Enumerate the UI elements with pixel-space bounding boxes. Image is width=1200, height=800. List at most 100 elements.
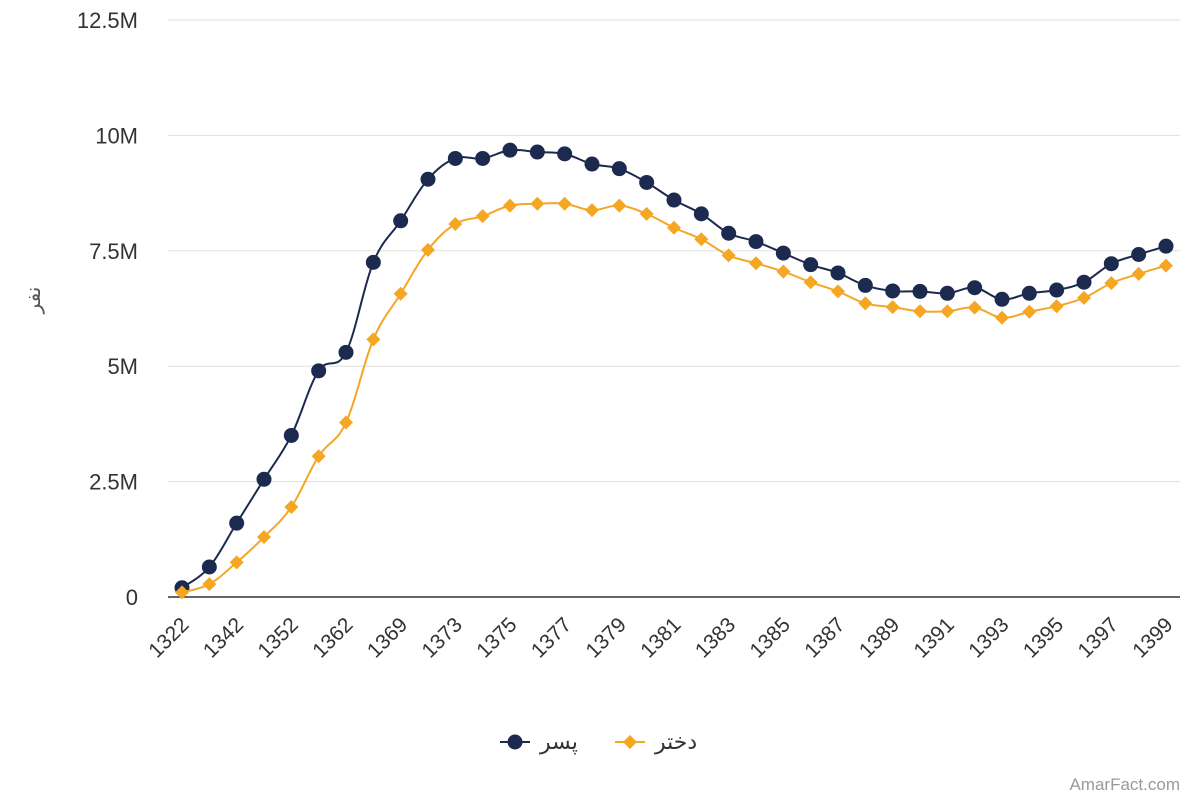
data-point[interactable] xyxy=(858,296,873,311)
x-tick-label: 1393 xyxy=(964,613,1013,662)
data-point[interactable] xyxy=(1022,304,1037,319)
data-point[interactable] xyxy=(283,427,299,443)
data-point[interactable] xyxy=(912,283,928,299)
data-point[interactable] xyxy=(175,585,189,600)
data-point[interactable] xyxy=(913,304,927,319)
series-line xyxy=(181,202,1167,594)
data-point[interactable] xyxy=(202,577,217,592)
data-point[interactable] xyxy=(1158,238,1174,254)
data-point[interactable] xyxy=(584,156,600,172)
y-tick-label: 5M xyxy=(107,354,138,379)
data-point[interactable] xyxy=(256,471,272,487)
x-tick-label: 1395 xyxy=(1019,613,1068,662)
data-point[interactable] xyxy=(393,286,408,301)
data-point[interactable] xyxy=(1103,256,1119,272)
data-point[interactable] xyxy=(1076,274,1092,290)
data-point[interactable] xyxy=(311,449,326,464)
data-point[interactable] xyxy=(1131,246,1147,262)
x-tick-label: 1362 xyxy=(308,613,357,662)
data-point[interactable] xyxy=(529,144,545,160)
data-point[interactable] xyxy=(1049,282,1065,298)
data-point[interactable] xyxy=(448,217,463,232)
data-point[interactable] xyxy=(830,265,846,281)
data-point[interactable] xyxy=(612,198,627,213)
legend-label: دختر xyxy=(654,730,697,755)
legend: پسر دختر xyxy=(500,730,697,755)
data-point[interactable] xyxy=(885,300,900,315)
data-point[interactable] xyxy=(257,529,271,544)
legend-label: پسر xyxy=(539,730,578,755)
data-point[interactable] xyxy=(201,559,217,575)
data-point[interactable] xyxy=(420,171,436,187)
legend-marker xyxy=(623,735,637,749)
x-tick-label: 1379 xyxy=(582,613,631,662)
data-point[interactable] xyxy=(667,220,681,235)
data-point[interactable] xyxy=(775,245,791,261)
legend-item[interactable]: دختر xyxy=(615,730,697,755)
data-point[interactable] xyxy=(857,277,873,293)
data-point[interactable] xyxy=(503,198,517,213)
credit-text: AmarFact.com xyxy=(1069,775,1180,794)
data-point[interactable] xyxy=(831,284,845,299)
data-point[interactable] xyxy=(339,415,353,430)
legend-item[interactable]: پسر xyxy=(500,730,578,755)
data-point[interactable] xyxy=(776,264,791,279)
x-tick-label: 1377 xyxy=(527,613,576,662)
data-point[interactable] xyxy=(475,150,491,166)
data-point[interactable] xyxy=(940,304,955,319)
x-tick-label: 1399 xyxy=(1128,613,1177,662)
data-point[interactable] xyxy=(694,232,709,247)
data-point[interactable] xyxy=(721,248,736,263)
data-point[interactable] xyxy=(1131,266,1146,281)
data-point[interactable] xyxy=(885,283,901,299)
series-girls xyxy=(175,196,1173,600)
data-point[interactable] xyxy=(994,291,1010,307)
data-point[interactable] xyxy=(557,146,573,162)
x-tick-label: 1375 xyxy=(472,613,521,662)
data-point[interactable] xyxy=(611,161,627,177)
data-point[interactable] xyxy=(393,213,409,229)
data-point[interactable] xyxy=(1021,285,1037,301)
data-point[interactable] xyxy=(967,280,983,296)
data-point[interactable] xyxy=(1077,290,1091,305)
data-point[interactable] xyxy=(475,209,490,224)
data-point[interactable] xyxy=(1159,258,1173,273)
data-point[interactable] xyxy=(1049,299,1064,314)
data-point[interactable] xyxy=(995,310,1009,325)
data-point[interactable] xyxy=(748,234,764,250)
data-point[interactable] xyxy=(311,363,327,379)
data-point[interactable] xyxy=(421,242,435,257)
x-tick-label: 1342 xyxy=(199,613,248,662)
x-tick-label: 1352 xyxy=(254,613,303,662)
data-point[interactable] xyxy=(447,150,463,166)
y-tick-label: 10M xyxy=(95,123,138,148)
data-point[interactable] xyxy=(939,285,955,301)
data-point[interactable] xyxy=(721,225,737,241)
data-point[interactable] xyxy=(284,499,299,514)
data-point[interactable] xyxy=(1104,276,1119,291)
data-point[interactable] xyxy=(229,555,244,570)
x-tick-label: 1389 xyxy=(855,613,904,662)
data-point[interactable] xyxy=(803,257,819,273)
data-point[interactable] xyxy=(366,332,381,347)
data-point[interactable] xyxy=(530,196,545,211)
data-point[interactable] xyxy=(803,275,818,290)
data-point[interactable] xyxy=(967,300,982,315)
data-point[interactable] xyxy=(639,174,655,190)
data-point[interactable] xyxy=(502,142,518,158)
data-point[interactable] xyxy=(585,203,599,218)
y-tick-label: 7.5M xyxy=(89,239,138,264)
data-point[interactable] xyxy=(365,254,381,270)
data-point[interactable] xyxy=(666,192,682,208)
x-tick-label: 1387 xyxy=(800,613,849,662)
data-point[interactable] xyxy=(639,206,654,221)
data-point[interactable] xyxy=(338,344,354,360)
data-point[interactable] xyxy=(693,206,709,222)
data-point[interactable] xyxy=(229,515,245,531)
data-point[interactable] xyxy=(557,196,572,211)
data-point[interactable] xyxy=(749,256,763,271)
x-tick-label: 1385 xyxy=(746,613,795,662)
y-tick-label: 0 xyxy=(126,585,138,610)
